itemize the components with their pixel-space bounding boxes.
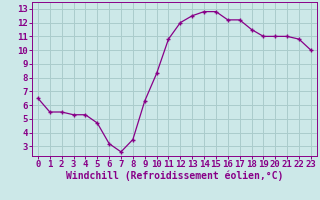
X-axis label: Windchill (Refroidissement éolien,°C): Windchill (Refroidissement éolien,°C) bbox=[66, 171, 283, 181]
